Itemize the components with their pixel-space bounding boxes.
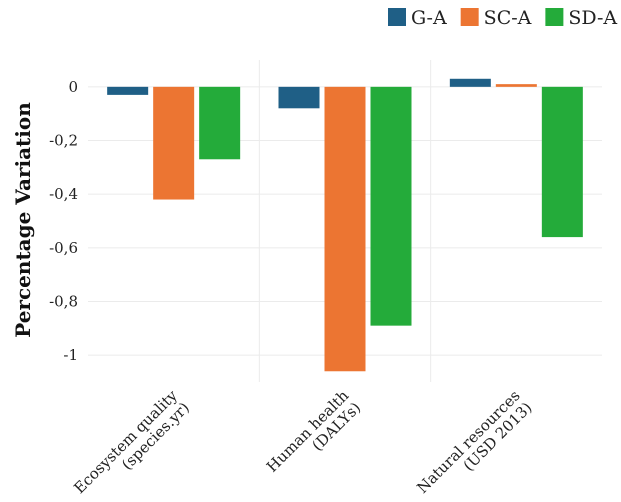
y-tick-label: -0,8	[49, 293, 78, 311]
bar-g-a	[278, 86, 320, 109]
y-axis: 0 -0,2 -0,4 -0,6 -0,8 -1	[49, 78, 78, 364]
y-tick-label: -0,2	[49, 132, 78, 150]
y-tick-label: -1	[63, 346, 78, 364]
y-tick-label: -0,6	[49, 239, 78, 257]
y-axis-title: Percentage Variation	[11, 102, 35, 338]
bar-g-a	[449, 78, 491, 87]
legend-swatch-g-a	[388, 8, 406, 26]
legend-swatch-sc-a	[460, 8, 479, 26]
legend-swatch-sd-a	[545, 8, 564, 26]
legend-label: G-A	[411, 7, 447, 29]
bar-sc-a	[495, 84, 537, 87]
bar-sd-a	[199, 86, 241, 160]
legend-label: SD-A	[568, 7, 617, 29]
bar-sc-a	[324, 86, 366, 372]
y-tick-label: 0	[68, 78, 78, 96]
bars	[107, 78, 583, 372]
x-tick-label: Human health(DALYs)	[263, 386, 364, 476]
x-tick-label-line: Natural resources	[413, 387, 523, 497]
bar-g-a	[107, 86, 149, 95]
x-tick-label-line: Ecosystem quality	[70, 386, 181, 497]
x-axis: Ecosystem quality(species.yr) Human healt…	[70, 386, 535, 497]
y-tick-label: -0,4	[49, 185, 78, 203]
legend-label: SC-A	[484, 7, 532, 29]
x-tick-label: Natural resources(USD 2013)	[413, 387, 535, 497]
bar-sc-a	[153, 86, 195, 200]
legend: G-A SC-A SD-A	[388, 7, 617, 29]
x-tick-label: Ecosystem quality(species.yr)	[70, 386, 193, 497]
bar-sd-a	[370, 86, 412, 326]
bar-sd-a	[541, 86, 583, 238]
